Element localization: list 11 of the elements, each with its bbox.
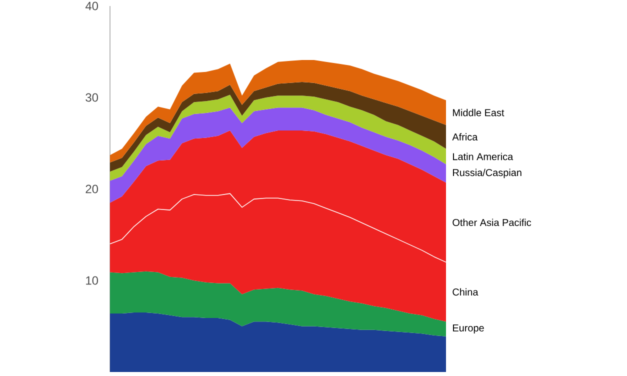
series-label: Latin America xyxy=(453,152,514,160)
series-label: Europe xyxy=(453,324,484,334)
series-label: Africa xyxy=(452,133,478,140)
series-label: Other Asia Pacific xyxy=(452,218,532,226)
series-label: China xyxy=(452,288,478,296)
series-label: Middle East xyxy=(453,108,504,116)
y-tick-label: 30 xyxy=(86,93,98,102)
y-tick-label: 40 xyxy=(85,2,98,10)
y-tick-label: 20 xyxy=(86,184,98,194)
y-tick-label: 10 xyxy=(86,276,98,285)
series-label: Russia/Caspian xyxy=(453,168,522,178)
